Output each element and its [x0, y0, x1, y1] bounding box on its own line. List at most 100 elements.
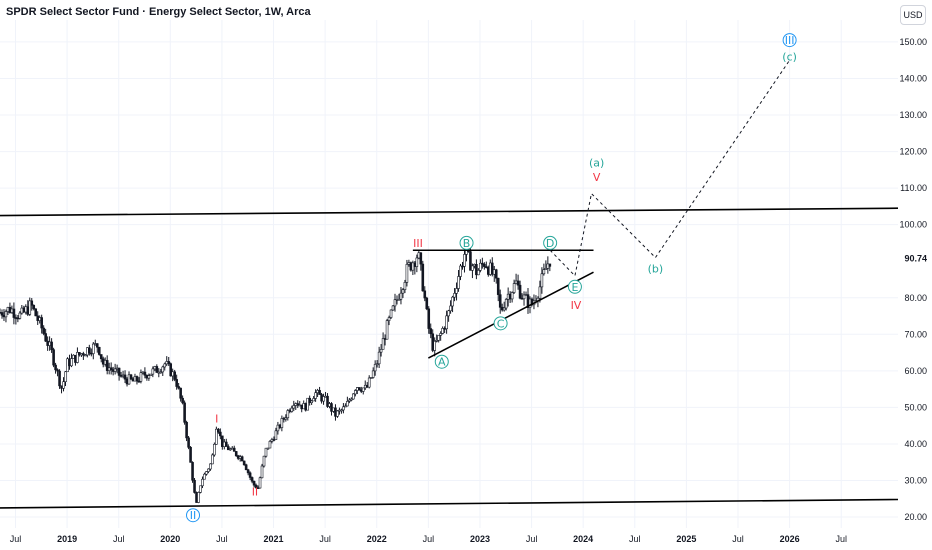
candle-body: [308, 397, 311, 403]
candle-body: [415, 257, 419, 267]
candle-body: [246, 469, 250, 474]
candle-body: [58, 370, 61, 387]
candle-body: [28, 300, 32, 315]
candle-body: [403, 282, 407, 290]
candle-body: [201, 478, 204, 487]
price-tick-label: 100.00: [899, 220, 927, 230]
candle-body: [457, 276, 460, 289]
candle-body: [490, 262, 494, 275]
candle-body: [429, 328, 433, 335]
candle-body: [254, 484, 258, 488]
candle-body: [540, 273, 544, 288]
candle-body: [292, 405, 296, 409]
time-axis: Jul 2019 Jul 2020 Jul 2021 Jul 2022 Jul 2023 Jul 20…: [10, 534, 847, 544]
candle-body: [50, 341, 53, 350]
candle-body: [82, 353, 85, 356]
candle-body: [463, 254, 466, 267]
candle-body: [84, 354, 87, 357]
candles: [0, 245, 552, 504]
candle-body: [290, 407, 294, 412]
time-tick-label: 2026: [780, 534, 800, 544]
grid: [0, 20, 898, 528]
candle-body: [175, 379, 178, 387]
candle-body: [117, 367, 121, 376]
candle-body: [441, 328, 444, 334]
candle-body: [105, 360, 109, 371]
candle-body: [367, 377, 371, 388]
candle-body: [453, 293, 456, 298]
candle-body: [542, 269, 546, 275]
candle-body: [12, 308, 16, 318]
candle-body: [340, 409, 343, 412]
candle-body: [54, 364, 57, 371]
price-tick-label: 150.00: [899, 37, 927, 47]
candle-body: [40, 317, 43, 329]
candle-body: [262, 455, 266, 467]
candle-body: [109, 367, 113, 370]
chart-title: SPDR Select Sector Fund · Energy Select …: [6, 6, 311, 18]
candle-body: [135, 376, 139, 382]
candle-body: [544, 268, 548, 270]
candle-body: [211, 454, 214, 465]
candle-body: [373, 363, 377, 372]
price-axis: 20.00 30.00 40.00 50.00 60.00 70.00 80.00 90.74…: [899, 37, 927, 522]
candle-body: [342, 406, 345, 411]
candle-body: [226, 446, 230, 451]
candle-body: [479, 262, 482, 271]
candle-body: [183, 402, 186, 423]
candle-body: [375, 363, 379, 366]
candle-body: [504, 299, 508, 309]
candle-body: [91, 343, 95, 354]
wave-label: II: [252, 485, 259, 498]
candle-body: [205, 471, 208, 475]
candle-body: [242, 460, 246, 466]
candle-body: [240, 456, 244, 462]
candle-body: [187, 437, 190, 448]
candle-body: [197, 492, 200, 503]
candle-body: [284, 417, 288, 420]
candle-body: [209, 463, 212, 470]
trendline[interactable]: [427, 271, 594, 359]
trendline[interactable]: [0, 207, 899, 217]
candle-body: [385, 320, 389, 340]
wave-label: III: [785, 34, 795, 47]
time-tick-label: Jul: [629, 534, 641, 544]
candle-body: [155, 366, 159, 373]
candle-body: [221, 435, 224, 447]
price-tick-label: 120.00: [899, 147, 927, 157]
price-tick-label: 80.00: [904, 293, 927, 303]
time-tick-label: Jul: [113, 534, 125, 544]
wave-label: (b): [648, 263, 664, 276]
currency-button[interactable]: USD: [900, 5, 926, 25]
candle-body: [381, 338, 385, 350]
candle-body: [369, 377, 373, 379]
price-tick-label: 70.00: [904, 329, 927, 339]
wave-label: (a): [589, 157, 604, 170]
candle-body: [296, 403, 300, 406]
candle-body: [159, 371, 163, 374]
candle-body: [123, 374, 127, 380]
candle-body: [161, 366, 165, 373]
time-tick-label: 2024: [573, 534, 593, 544]
trendline[interactable]: [0, 498, 899, 509]
candle-body: [377, 351, 381, 365]
wave-label: V: [593, 171, 601, 184]
candle-body: [32, 304, 36, 310]
candle-body: [248, 472, 252, 478]
candle-body: [336, 410, 339, 417]
candle-body: [498, 294, 502, 308]
time-tick-label: 2023: [470, 534, 490, 544]
wave-label: II: [190, 509, 197, 522]
candle-body: [70, 358, 73, 367]
candle-body: [397, 298, 401, 301]
candle-body: [475, 264, 478, 276]
candle-body: [451, 296, 454, 307]
candle-body: [224, 441, 228, 447]
candle-body: [280, 418, 284, 428]
candle-body: [455, 288, 458, 294]
candle-body: [286, 410, 290, 419]
candle-body: [191, 462, 194, 481]
candle-body: [405, 264, 409, 283]
